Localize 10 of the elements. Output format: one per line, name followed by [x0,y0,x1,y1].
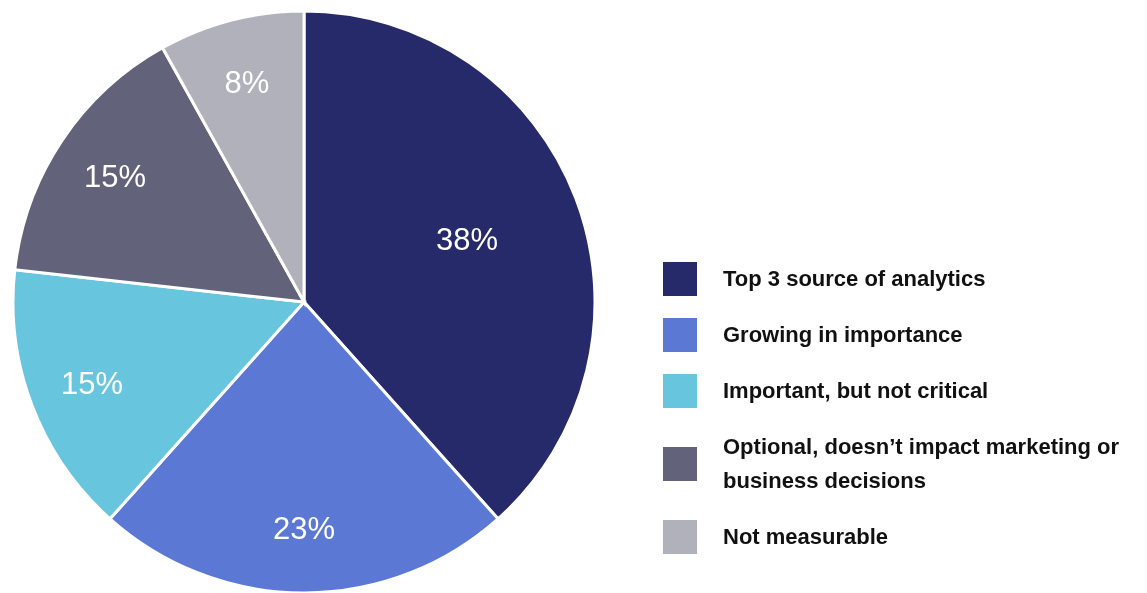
legend-label: Important, but not critical [723,377,990,405]
data-label: 15% [84,158,147,194]
data-label: 15% [60,365,123,401]
legend-label: Optional, doesn’t impact marketing or business decisions [723,433,1121,495]
data-label: 8% [224,64,270,100]
legend-label: Top 3 source of analytics [723,265,987,293]
legend-label: Growing in importance [723,321,964,349]
legend-label: Not measurable [723,523,890,551]
data-label: 23% [272,511,336,547]
data-label: 38% [436,222,499,258]
